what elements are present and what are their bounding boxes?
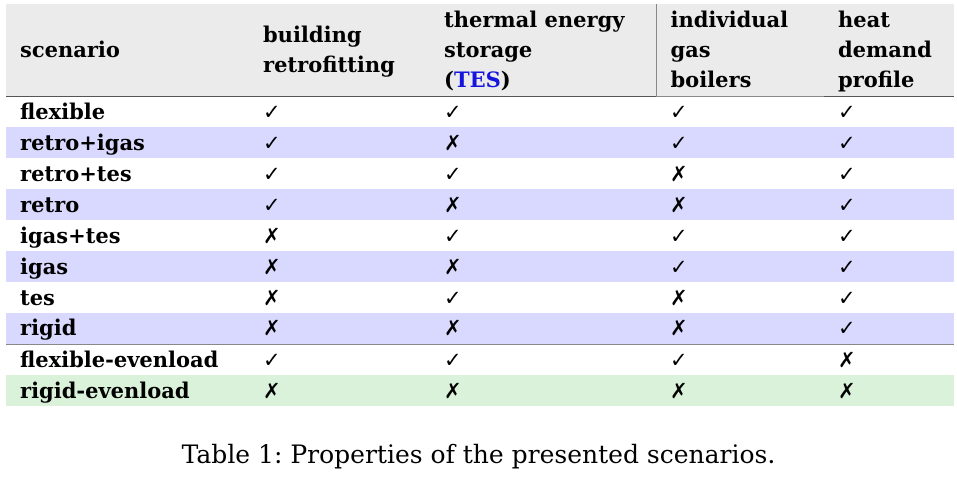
heat-profile-mark: ✓	[838, 192, 856, 217]
scenario-name: rigid-evenload	[20, 377, 190, 403]
scenario-name: igas	[20, 253, 69, 279]
table-row: tes ✗ ✓ ✗ ✓	[6, 282, 954, 313]
retrofitting-mark: ✗	[263, 223, 281, 248]
gas-boiler-mark: ✓	[656, 343, 824, 375]
retrofitting-mark: ✗	[263, 378, 281, 403]
tes-mark: ✓	[430, 343, 656, 375]
table-row: igas ✗ ✗ ✓ ✓	[6, 251, 954, 282]
retrofitting-mark: ✗	[263, 316, 281, 341]
scenario-table: scenario building retrofitting thermal en…	[6, 4, 954, 406]
tes-mark: ✓	[444, 285, 462, 310]
retrofitting-mark: ✓	[249, 343, 430, 375]
header-row: scenario building retrofitting thermal en…	[6, 4, 954, 97]
scenario-name: retro+tes	[20, 160, 132, 186]
header-heat-demand: heat demand profile	[838, 6, 932, 92]
tes-mark: ✗	[444, 254, 462, 279]
gas-boiler-mark: ✓	[656, 95, 824, 127]
header-retrofitting: building retrofitting	[263, 21, 395, 77]
table-row: rigid ✗ ✗ ✗ ✓	[6, 313, 954, 344]
gas-boiler-mark: ✗	[670, 192, 688, 217]
table-row: retro ✓ ✗ ✗ ✓	[6, 189, 954, 220]
tes-mark: ✗	[444, 316, 462, 341]
table-row: retro+igas ✓ ✗ ✓ ✓	[6, 127, 954, 158]
header-tes: thermal energy storage (TES)	[444, 6, 625, 92]
table-row: retro+tes ✓ ✓ ✗ ✓	[6, 158, 954, 189]
heat-profile-mark: ✗	[824, 343, 954, 375]
table-row: flexible ✓ ✓ ✓ ✓	[6, 95, 954, 127]
tes-mark: ✗	[444, 130, 462, 155]
heat-profile-mark: ✓	[838, 161, 856, 186]
gas-boiler-mark: ✗	[670, 285, 688, 310]
gas-boiler-mark: ✓	[670, 130, 688, 155]
gas-boiler-mark: ✗	[670, 316, 688, 341]
gas-boiler-mark: ✗	[670, 161, 688, 186]
heat-profile-mark: ✓	[838, 254, 856, 279]
heat-profile-mark: ✓	[838, 316, 856, 341]
table-row: rigid-evenload ✗ ✗ ✗ ✗	[6, 375, 954, 406]
heat-profile-mark: ✗	[838, 378, 856, 403]
retrofitting-mark: ✓	[263, 161, 281, 186]
header-scenario: scenario	[20, 36, 120, 62]
heat-profile-mark: ✓	[838, 285, 856, 310]
scenario-name: rigid	[20, 315, 77, 341]
table-caption: Table 1: Properties of the presented sce…	[181, 440, 776, 469]
tes-mark: ✓	[444, 161, 462, 186]
scenario-name: flexible	[6, 95, 249, 127]
retrofitting-mark: ✓	[263, 130, 281, 155]
gas-boiler-mark: ✓	[670, 223, 688, 248]
tes-mark: ✗	[444, 378, 462, 403]
table-row: igas+tes ✗ ✓ ✓ ✓	[6, 220, 954, 251]
scenario-name: tes	[20, 284, 55, 310]
scenario-name: retro	[20, 191, 80, 217]
tes-link[interactable]: TES	[453, 66, 501, 92]
header-gas-boilers: individual gas boilers	[655, 4, 824, 97]
heat-profile-mark: ✓	[838, 130, 856, 155]
scenario-name: igas+tes	[20, 222, 121, 248]
tes-mark: ✗	[444, 192, 462, 217]
scenario-name: retro+igas	[20, 129, 145, 155]
retrofitting-mark: ✓	[249, 95, 430, 127]
heat-profile-mark: ✓	[824, 95, 954, 127]
table-row: flexible-evenload ✓ ✓ ✓ ✗	[6, 343, 954, 375]
gas-boiler-mark: ✓	[670, 254, 688, 279]
retrofitting-mark: ✗	[263, 254, 281, 279]
retrofitting-mark: ✗	[263, 285, 281, 310]
retrofitting-mark: ✓	[263, 192, 281, 217]
gas-boiler-mark: ✗	[670, 378, 688, 403]
heat-profile-mark: ✓	[838, 223, 856, 248]
scenario-name: flexible-evenload	[6, 343, 249, 375]
tes-mark: ✓	[430, 95, 656, 127]
tes-mark: ✓	[444, 223, 462, 248]
